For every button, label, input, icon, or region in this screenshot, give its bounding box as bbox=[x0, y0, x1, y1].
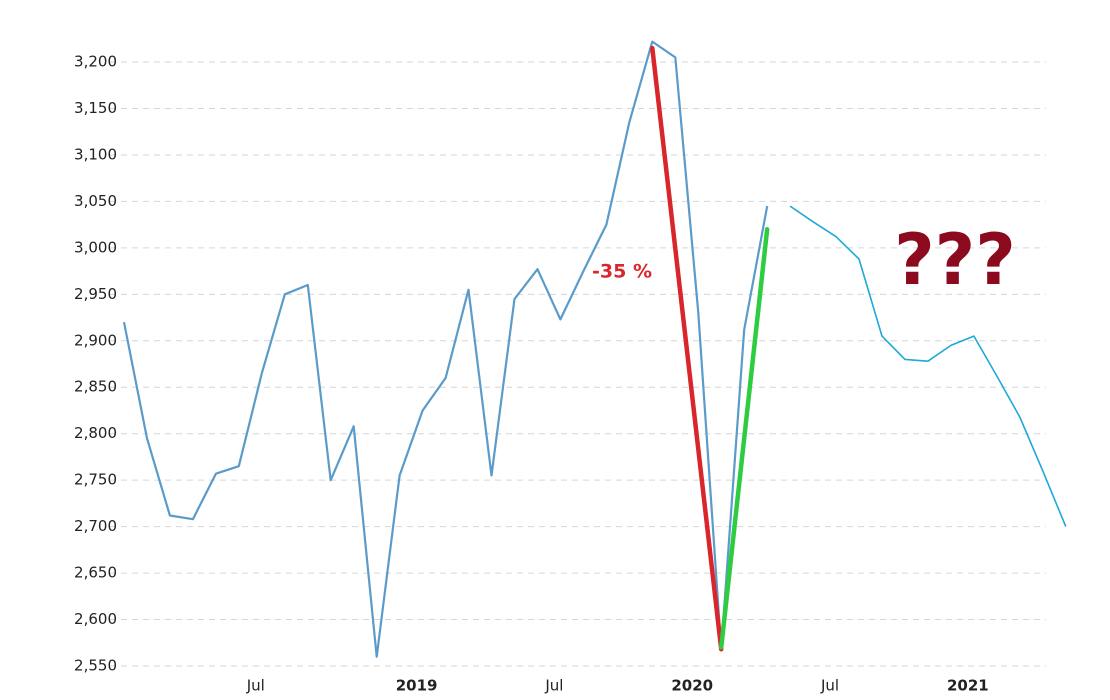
y-tick-label: 3,050 bbox=[74, 192, 117, 210]
x-tick-label: Jul bbox=[544, 677, 563, 695]
y-tick-label: 2,700 bbox=[74, 517, 117, 535]
y-tick-label: 3,100 bbox=[74, 145, 117, 163]
y-tick-label: 2,650 bbox=[74, 564, 117, 582]
y-tick-label: 2,600 bbox=[74, 610, 117, 628]
x-tick-label: 2021 bbox=[947, 677, 989, 695]
series-line bbox=[789, 205, 1067, 527]
x-tick-label: Jul bbox=[820, 677, 839, 695]
annotation-text: -35 % bbox=[592, 261, 652, 283]
annotation-line bbox=[718, 227, 770, 650]
y-tick-label: 3,000 bbox=[74, 238, 117, 256]
annotation-line bbox=[650, 45, 724, 652]
y-tick-label: 2,850 bbox=[74, 378, 117, 396]
x-tick-label: 2020 bbox=[671, 677, 713, 695]
y-tick-label: 2,900 bbox=[74, 331, 117, 349]
y-tick-label: 3,150 bbox=[74, 99, 117, 117]
y-tick-label: 2,750 bbox=[74, 471, 117, 489]
x-tick-label: Jul bbox=[246, 677, 265, 695]
y-tick-label: 2,550 bbox=[74, 657, 117, 675]
y-tick-label: 3,200 bbox=[74, 53, 117, 71]
y-tick-label: 2,800 bbox=[74, 424, 117, 442]
y-tick-label: 2,950 bbox=[74, 285, 117, 303]
annotation-text: ??? bbox=[894, 219, 1016, 301]
x-tick-label: 2019 bbox=[396, 677, 438, 695]
series-line bbox=[122, 40, 769, 658]
